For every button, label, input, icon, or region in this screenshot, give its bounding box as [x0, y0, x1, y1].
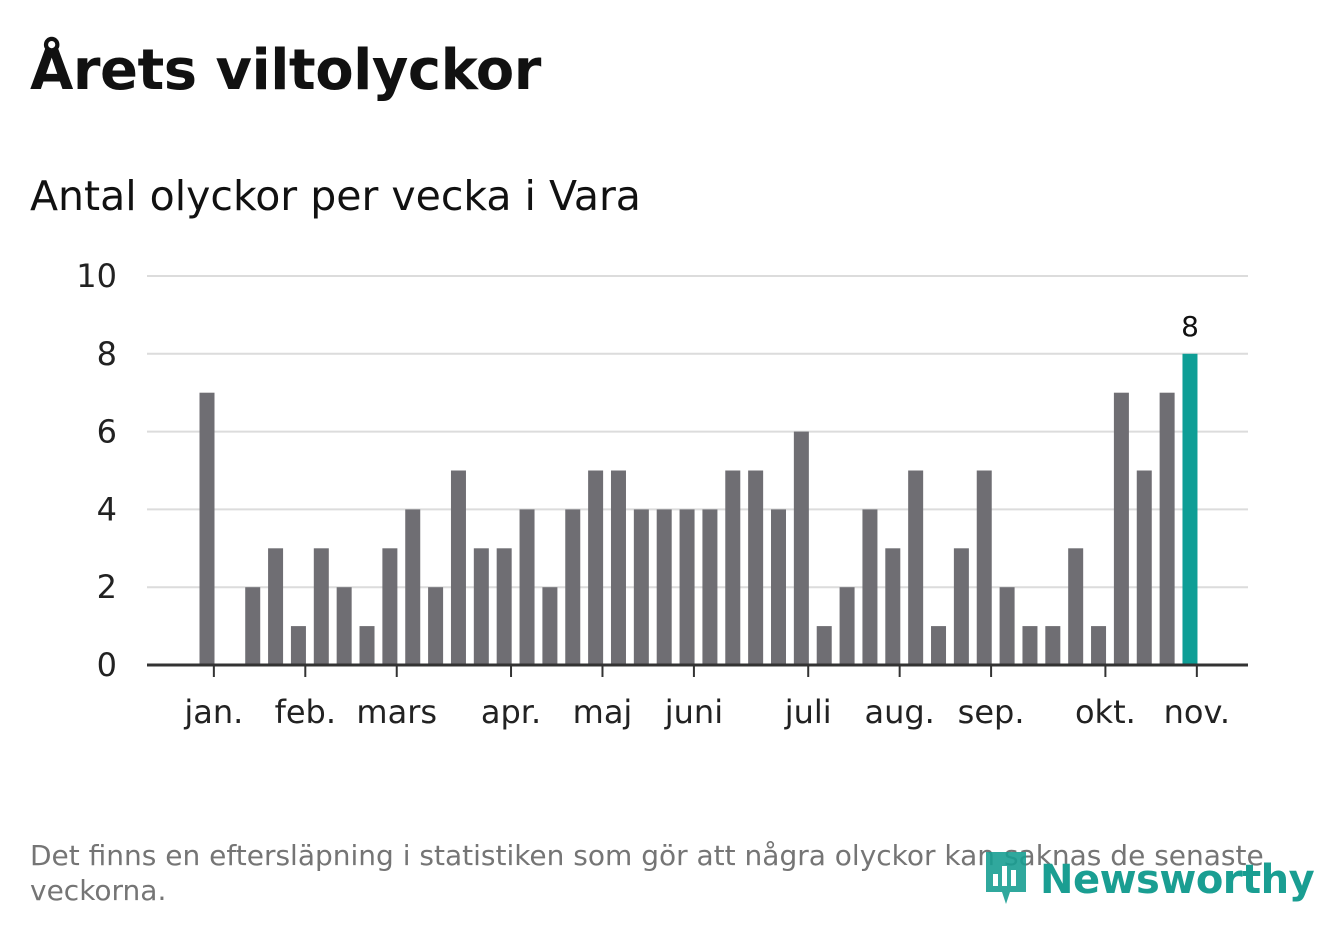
bar — [519, 509, 535, 665]
bar — [245, 587, 261, 665]
y-tick-label: 4 — [97, 490, 117, 528]
x-axis: jan. feb. mars apr. maj juni juli aug. sep. okt. n… — [147, 663, 1248, 731]
bar-highlight — [1182, 353, 1198, 665]
bar — [565, 509, 581, 665]
bar — [1091, 626, 1107, 665]
x-tick-label: jan. — [183, 693, 243, 731]
footnote: Det finns en eftersläpning i statistiken… — [30, 839, 1264, 907]
y-tick-label: 6 — [97, 413, 117, 451]
bar — [588, 470, 604, 665]
bar — [1068, 548, 1084, 665]
bar — [702, 509, 718, 665]
bar — [931, 626, 947, 665]
x-tick-label: mars — [356, 693, 437, 731]
newsworthy-logo: Newsworthy — [982, 848, 1315, 912]
bar — [1022, 626, 1038, 665]
data-label: 8 — [1181, 310, 1199, 343]
x-tick-label: juli — [784, 693, 832, 731]
bar — [496, 548, 512, 665]
data-labels: 8 — [1181, 310, 1199, 343]
y-tick-label: 8 — [97, 335, 117, 373]
bar — [1159, 392, 1175, 665]
bar — [862, 509, 878, 665]
bars — [199, 353, 1198, 665]
gridlines — [147, 275, 1248, 589]
x-tick-label: nov. — [1164, 693, 1230, 731]
bar — [679, 509, 695, 665]
bar — [610, 470, 626, 665]
bar — [268, 548, 284, 665]
bar — [633, 509, 649, 665]
chart-subtitle: Antal olyckor per vecka i Vara — [30, 172, 641, 220]
bar — [428, 587, 444, 665]
bar — [1113, 392, 1129, 665]
x-tick-label: feb. — [275, 693, 336, 731]
bar — [999, 587, 1015, 665]
bar — [816, 626, 832, 665]
bar — [1045, 626, 1061, 665]
bar — [656, 509, 672, 665]
bar — [199, 392, 215, 665]
bar — [885, 548, 901, 665]
y-tick-label: 10 — [76, 257, 117, 295]
bar — [771, 509, 786, 665]
bar — [382, 548, 398, 665]
newsworthy-logo-icon — [982, 848, 1030, 912]
bar — [725, 470, 741, 665]
y-axis-ticks: 0 2 4 6 8 10 — [76, 257, 117, 684]
bar — [290, 626, 306, 665]
x-tick-label: sep. — [958, 693, 1025, 731]
bar — [976, 470, 992, 665]
logo-text: Newsworthy — [1040, 857, 1315, 903]
chart-title: Årets viltolyckor — [30, 38, 541, 103]
bar — [359, 626, 375, 665]
bar — [908, 470, 924, 665]
bar — [450, 470, 466, 665]
x-tick-label: aug. — [864, 693, 934, 731]
bar — [1136, 470, 1152, 665]
x-tick-label: maj — [573, 693, 633, 731]
bar — [748, 470, 764, 665]
bar — [405, 509, 421, 665]
bar — [542, 587, 558, 665]
bar — [953, 548, 969, 665]
y-tick-label: 2 — [97, 568, 117, 606]
x-tick-label: apr. — [481, 693, 541, 731]
x-tick-label: okt. — [1075, 693, 1136, 731]
x-tick-label: juni — [664, 693, 723, 731]
bar — [336, 587, 352, 665]
bar — [473, 548, 489, 665]
bar — [839, 587, 855, 665]
bar — [793, 431, 809, 665]
bar — [313, 548, 329, 665]
y-tick-label: 0 — [97, 646, 117, 684]
